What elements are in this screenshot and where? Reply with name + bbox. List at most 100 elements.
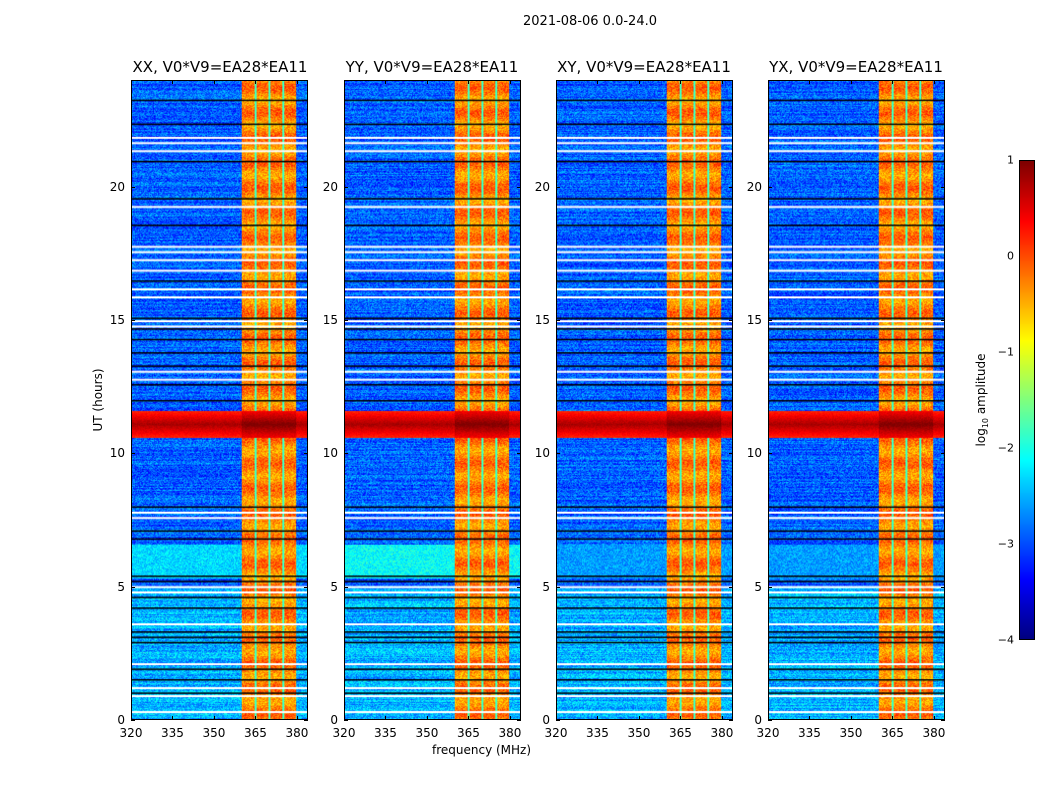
x-tick-mark (680, 716, 682, 720)
x-tick-mark (426, 716, 428, 720)
y-tick-mark (344, 453, 348, 455)
y-tick-mark (517, 720, 521, 721)
colorbar-tick: −1 (997, 345, 1014, 359)
x-tick-label: 350 (839, 726, 863, 740)
y-tick-mark (517, 320, 521, 321)
x-tick-mark (850, 716, 852, 720)
y-tick-mark (304, 453, 308, 455)
x-tick-label: 320 (544, 726, 568, 740)
colorbar (1019, 160, 1035, 640)
x-tick-mark (255, 80, 257, 84)
x-tick-mark (426, 80, 428, 84)
x-tick-label: 335 (586, 726, 609, 740)
y-tick-mark (344, 320, 348, 321)
x-tick-mark (768, 716, 769, 720)
colorbar-label: log10 amplitude (973, 353, 991, 447)
y-tick-mark (304, 720, 308, 721)
y-tick-label: 5 (330, 579, 338, 594)
y-tick-label: 10 (322, 446, 338, 461)
x-tick-label: 320 (756, 726, 780, 740)
y-tick-mark (941, 586, 945, 588)
y-tick-label: 0 (117, 713, 125, 727)
y-tick-mark (131, 186, 135, 188)
x-tick-label: 365 (881, 726, 904, 740)
y-tick-label: 15 (109, 313, 125, 327)
y-tick-mark (729, 720, 733, 721)
y-tick-label: 15 (322, 313, 338, 327)
y-tick-mark (768, 586, 772, 588)
x-tick-mark (385, 716, 387, 720)
colorbar-tick: 1 (1007, 153, 1014, 167)
x-tick-mark (597, 716, 599, 720)
x-tick-mark (509, 80, 511, 84)
panel-title-xx: XX, V0*V9=EA28*EA11 (132, 58, 308, 76)
y-tick-mark (517, 186, 521, 188)
x-tick-mark (344, 80, 345, 84)
panel-title-yy: YY, V0*V9=EA28*EA11 (345, 58, 519, 76)
y-tick-mark (941, 320, 945, 321)
figure-title: 2021-08-06 0.0-24.0 (523, 14, 657, 29)
x-tick-mark (933, 716, 935, 720)
x-tick-mark (721, 80, 723, 84)
y-axis-label: UT (hours) (91, 368, 105, 432)
x-tick-label: 380 (710, 726, 734, 740)
heatmap-canvas-yy (345, 81, 520, 719)
y-tick-mark (344, 186, 348, 188)
x-tick-mark (850, 80, 852, 84)
x-tick-mark (468, 716, 470, 720)
x-tick-label: 320 (332, 726, 356, 740)
y-tick-mark (131, 720, 135, 721)
y-tick-label: 20 (109, 179, 125, 194)
heatmap-xy (556, 80, 733, 720)
x-tick-mark (344, 716, 345, 720)
x-tick-mark (296, 80, 298, 84)
y-tick-mark (729, 320, 733, 321)
y-tick-label: 10 (109, 446, 125, 461)
y-tick-label: 5 (754, 579, 762, 594)
y-tick-mark (556, 586, 560, 588)
x-tick-mark (638, 80, 640, 84)
x-tick-label: 365 (244, 726, 267, 740)
x-tick-mark (131, 716, 132, 720)
y-tick-mark (517, 453, 521, 455)
heatmap-canvas-xy (557, 81, 732, 719)
heatmap-canvas-xx (132, 81, 307, 719)
y-tick-mark (304, 586, 308, 588)
y-tick-mark (729, 586, 733, 588)
y-tick-label: 5 (117, 579, 125, 594)
y-tick-mark (344, 720, 348, 721)
x-tick-mark (255, 716, 257, 720)
x-tick-label: 335 (798, 726, 821, 740)
colorbar-tick: −3 (997, 537, 1014, 551)
x-tick-mark (296, 716, 298, 720)
y-tick-label: 15 (534, 313, 550, 327)
x-tick-mark (809, 80, 811, 84)
x-tick-label: 365 (457, 726, 480, 740)
y-tick-mark (768, 453, 772, 455)
y-tick-mark (344, 586, 348, 588)
x-tick-label: 320 (119, 726, 143, 740)
x-tick-label: 350 (627, 726, 651, 740)
y-tick-mark (556, 320, 560, 321)
x-tick-mark (131, 80, 132, 84)
x-tick-mark (597, 80, 599, 84)
x-tick-mark (556, 80, 557, 84)
x-tick-mark (892, 716, 894, 720)
x-tick-mark (172, 80, 174, 84)
y-tick-mark (304, 320, 308, 321)
x-tick-mark (385, 80, 387, 84)
x-tick-mark (680, 80, 682, 84)
x-tick-mark (509, 716, 511, 720)
y-tick-mark (556, 186, 560, 188)
x-tick-mark (933, 80, 935, 84)
x-tick-label: 380 (922, 726, 946, 740)
x-tick-mark (809, 716, 811, 720)
x-tick-label: 365 (669, 726, 692, 740)
y-tick-mark (768, 186, 772, 188)
x-tick-mark (213, 716, 215, 720)
y-tick-label: 0 (330, 713, 338, 727)
y-tick-label: 20 (534, 179, 550, 194)
x-tick-label: 350 (415, 726, 439, 740)
y-tick-mark (304, 186, 308, 188)
